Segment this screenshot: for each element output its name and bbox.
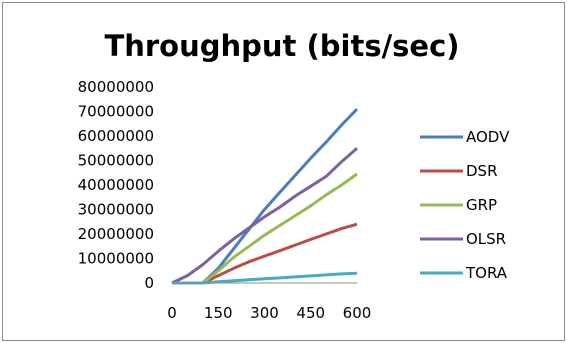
x-tick-label: 450: [296, 304, 325, 322]
x-tick-label: 0: [167, 304, 177, 322]
y-tick-label: 40000000: [78, 176, 154, 194]
x-tick-label: 150: [204, 304, 233, 322]
y-tick-label: 70000000: [78, 103, 154, 121]
legend-label-olsr: OLSR: [466, 230, 506, 248]
y-tick-label: 0: [144, 274, 154, 292]
legend-label-dsr: DSR: [466, 162, 498, 180]
chart-title: Throughput (bits/sec): [104, 29, 459, 63]
x-tick-label: 600: [343, 304, 372, 322]
series-line-olsr: [171, 147, 358, 285]
legend-label-grp: GRP: [466, 196, 497, 214]
y-tick-label: 60000000: [78, 127, 154, 145]
y-tick-label: 80000000: [78, 78, 154, 96]
x-tick-label: 300: [250, 304, 279, 322]
legend-label-aodv: AODV: [466, 128, 510, 146]
series-line-tora: [172, 271, 358, 285]
y-tick-label: 10000000: [78, 250, 154, 268]
y-tick-label: 50000000: [78, 152, 154, 170]
y-tick-label: 30000000: [78, 201, 154, 219]
y-tick-label: 20000000: [78, 225, 154, 243]
legend-label-tora: TORA: [465, 264, 508, 282]
